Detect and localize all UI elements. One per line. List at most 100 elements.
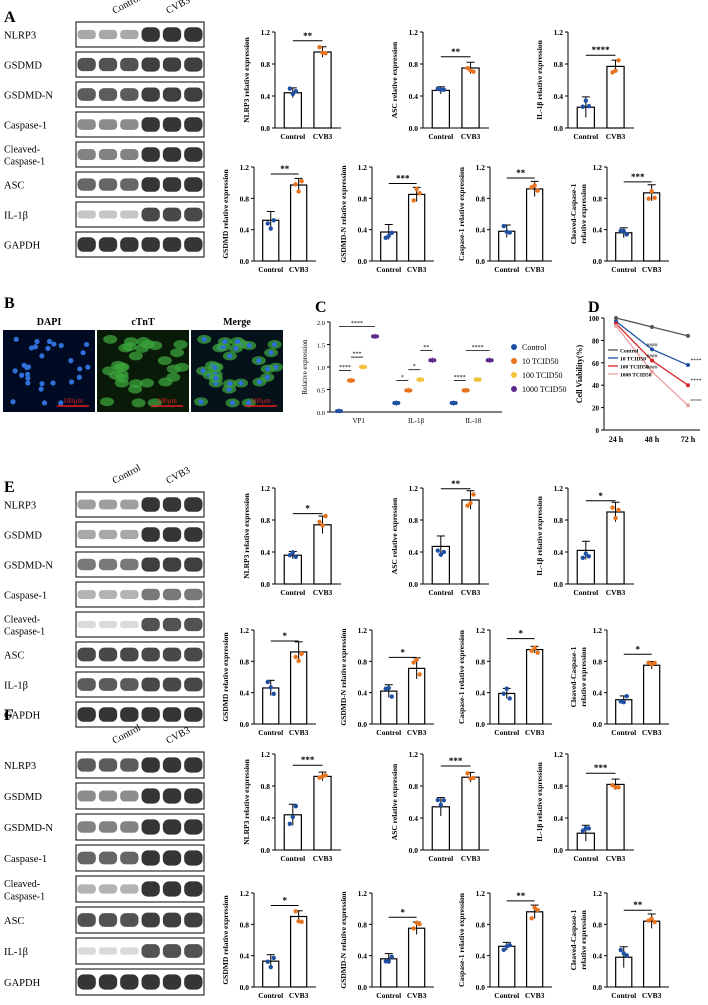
y-tick-label: 1.2 — [261, 484, 271, 493]
group-header: CVB3 — [164, 0, 192, 17]
blot-band — [184, 974, 203, 990]
bar-chart-17: 0.0 0.4 0.8 1.2 GSDMD relative expression Con… — [221, 889, 316, 1000]
blot-band — [98, 148, 118, 161]
cell-nucleus — [213, 375, 219, 381]
blot-band — [184, 788, 203, 804]
y-axis-label: GSDMD relative expression — [221, 632, 230, 722]
blot-label: Caspase-1 — [4, 121, 47, 132]
blot-band — [120, 119, 139, 130]
data-point — [501, 947, 506, 953]
data-point — [529, 916, 534, 921]
blot-box — [75, 21, 205, 48]
blot-label: IL-1β — [4, 681, 28, 692]
cell-nucleus — [12, 368, 18, 374]
data-point — [453, 401, 458, 405]
blot-band — [184, 527, 203, 542]
blot-band — [77, 558, 96, 571]
data-point — [287, 552, 293, 558]
y-axis-label: ASC relative expression — [390, 41, 399, 118]
blot-band — [77, 790, 96, 802]
blot-band — [162, 588, 182, 601]
cell-cytoplasm — [103, 334, 118, 344]
blot-band — [98, 947, 118, 955]
blot-band — [120, 590, 139, 599]
data-point — [414, 186, 419, 192]
cell-nucleus — [68, 379, 75, 385]
y-axis-label: Caspase-1 relative expression — [457, 166, 466, 261]
blot-band — [120, 237, 139, 252]
x-tick-label: Control — [280, 854, 305, 863]
blot-box — [75, 111, 205, 138]
blot-band — [141, 207, 160, 222]
blot-band — [162, 788, 182, 804]
blot-label: Caspase-1 — [4, 627, 45, 638]
series-point — [650, 347, 654, 352]
y-axis-label: Caspase-1 relative expression — [457, 892, 466, 987]
significance-label: **** — [472, 345, 484, 351]
blot-band — [77, 148, 96, 161]
blot-band — [120, 57, 139, 72]
data-point — [649, 916, 654, 921]
blot-band — [184, 57, 203, 72]
blot-label: IL-1β — [4, 211, 28, 222]
bar-chart-19: 0.0 0.4 0.8 1.2 Caspase-1 relative expressio… — [457, 889, 552, 1000]
data-point — [323, 773, 328, 778]
blot-band — [120, 947, 139, 955]
cell-cytoplasm — [136, 336, 151, 346]
data-point — [504, 686, 509, 691]
data-point — [471, 69, 476, 74]
x-tick-label: Control — [280, 132, 305, 141]
blot-band — [98, 678, 118, 691]
y-tick-label: 0.4 — [358, 952, 368, 961]
x-tick-label: CVB3 — [642, 265, 662, 274]
data-point — [580, 828, 586, 833]
blot-band — [162, 57, 182, 72]
x-tick-label: CVB3 — [407, 265, 427, 274]
blot-band — [141, 647, 160, 662]
blot-band — [77, 499, 96, 510]
y-tick-label: 0.0 — [358, 257, 368, 266]
data-point — [432, 358, 437, 363]
series-point — [686, 333, 690, 338]
significance-label: * — [400, 647, 405, 657]
y-axis-label: NLRP3 relative expression — [242, 758, 251, 844]
data-point — [268, 685, 273, 690]
data-point — [363, 365, 367, 369]
y-tick-label: 0.0 — [593, 720, 603, 729]
panel-d-chart: D 0 20 40 60 80 100 Cell Viability(%) 24 h 48 h 72… — [575, 299, 702, 444]
bar-chart-18: 0.0 0.4 0.8 1.2 GSDMD-N relative expression C… — [339, 889, 434, 1000]
data-point — [417, 672, 422, 677]
blot-band — [77, 88, 96, 101]
data-point — [265, 959, 270, 964]
blot-band — [184, 757, 203, 773]
y-axis-label: IL-1β relative expression — [535, 39, 544, 119]
data-point — [293, 804, 299, 809]
group-header: Control — [111, 462, 143, 486]
cell-nucleus — [68, 358, 74, 364]
data-point — [323, 513, 328, 519]
significance-label: *** — [301, 755, 315, 765]
blot-band — [141, 677, 160, 692]
blot-band — [162, 147, 182, 162]
y-tick-label: 0.0 — [261, 846, 271, 855]
blot-band — [77, 913, 96, 927]
data-point — [386, 685, 391, 691]
data-point — [411, 926, 416, 931]
blot-box — [75, 551, 205, 578]
y-tick-label: 0.4 — [358, 226, 368, 235]
data-point — [414, 657, 419, 662]
y-tick-label: 0.0 — [240, 983, 250, 992]
y-tick-label: 0.4 — [554, 814, 564, 823]
blot-band — [77, 947, 96, 955]
data-point — [652, 660, 657, 666]
y-axis-label: Cleaved-Caspase-1 — [569, 183, 578, 244]
x-tick-label: CVB3 — [525, 728, 545, 737]
y-tick-label: 0.0 — [261, 580, 271, 589]
data-point — [501, 223, 506, 229]
blot-band — [141, 757, 160, 773]
blot-label: Caspase-1 — [4, 891, 45, 902]
micrograph-title: DAPI — [37, 317, 62, 328]
data-point — [616, 785, 621, 790]
blot-band — [184, 147, 203, 162]
